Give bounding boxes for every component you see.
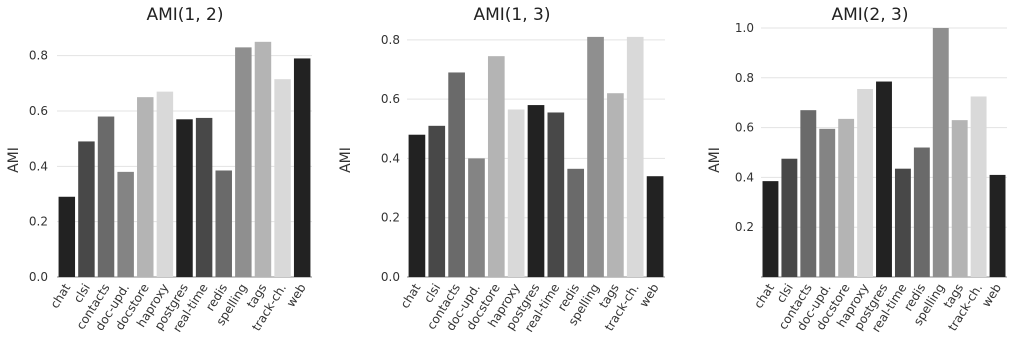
x-tick-label: web	[284, 281, 309, 309]
y-axis-label: AMI	[338, 147, 354, 173]
y-tick-labels: 0.0 0.2 0.4 0.6 0.8	[381, 33, 400, 284]
bars	[408, 36, 664, 278]
y-tick-label: 0.8	[381, 33, 400, 47]
x-tick-labels: chatclsicontactsdoc-upd.docstorehaproxyp…	[398, 281, 662, 335]
chart-panel-ami-1-2: AMI(1, 2) AMI 0.0 0.2 0.4 0.6 0.8 chatclsicon…	[6, 5, 312, 335]
bar-tags	[607, 93, 624, 277]
bar-real-time	[547, 112, 565, 277]
y-tick-label: 0.2	[29, 215, 48, 229]
y-axis-label: AMI	[707, 147, 723, 173]
bar-doc-upd	[468, 158, 485, 277]
bar-track-ch	[970, 96, 987, 277]
bar-real-time	[894, 168, 911, 277]
y-tick-label: 0.4	[735, 170, 754, 184]
y-tick-label: 0.6	[29, 104, 48, 118]
chart-panel-ami-2-3: AMI(2, 3) AMI 0.2 0.4 0.6 0.8 1.0 chatclsicon…	[707, 5, 1007, 335]
bar-haproxy	[156, 91, 174, 277]
y-tick-label: 0.8	[735, 71, 754, 85]
bar-clsi	[781, 158, 798, 277]
y-tick-labels: 0.0 0.2 0.4 0.6 0.8	[29, 49, 48, 284]
chart-panel-ami-1-3: AMI(1, 3) AMI 0.0 0.2 0.4 0.6 0.8 chatclsicon…	[338, 5, 665, 335]
chart-title: AMI(2, 3)	[831, 5, 908, 25]
x-tick-label: chat	[48, 281, 74, 311]
bar-redis	[913, 147, 930, 277]
bar-tags	[951, 120, 968, 277]
y-tick-label: 0.0	[381, 270, 400, 284]
chart-title: AMI(1, 3)	[473, 5, 550, 25]
y-tick-label: 1.0	[735, 21, 754, 35]
bar-doc-upd	[819, 128, 836, 277]
bar-haproxy	[857, 89, 874, 277]
y-tick-label: 0.8	[29, 49, 48, 63]
y-axis-label: AMI	[6, 147, 22, 173]
bar-web	[293, 58, 311, 277]
y-tick-label: 0.2	[735, 220, 754, 234]
y-tick-label: 0.4	[381, 151, 400, 165]
y-tick-label: 0.2	[381, 211, 400, 225]
chart-title: AMI(1, 2)	[146, 5, 223, 25]
bar-docstore	[487, 56, 505, 278]
bar-docstore	[137, 97, 154, 278]
bar-web	[646, 176, 664, 277]
bar-postgres	[876, 81, 892, 277]
bar-chat	[762, 181, 779, 277]
bar-chat	[58, 196, 76, 277]
bar-postgres	[527, 105, 545, 277]
y-tick-label: 0.6	[381, 92, 400, 106]
x-tick-label: web	[979, 281, 1004, 309]
y-tick-label: 0.0	[29, 270, 48, 284]
bar-spelling	[932, 28, 949, 277]
bar-redis	[567, 168, 585, 277]
bar-spelling	[587, 36, 604, 278]
bar-contacts	[448, 72, 465, 277]
bar-clsi	[428, 125, 446, 277]
x-tick-labels: chatclsicontactsdoc-upd.docstorehaproxyp…	[48, 281, 309, 335]
bar-tags	[254, 41, 272, 278]
bar-track-ch	[626, 36, 644, 278]
bar-real-time	[195, 117, 213, 278]
bar-web	[989, 174, 1006, 277]
y-tick-label: 0.4	[29, 159, 48, 173]
bar-spelling	[235, 47, 252, 277]
bar-docstore	[838, 118, 855, 277]
bar-postgres	[176, 119, 193, 277]
bars	[58, 41, 311, 278]
y-tick-labels: 0.2 0.4 0.6 0.8 1.0	[735, 21, 754, 234]
bar-track-ch	[274, 79, 291, 277]
bar-chat	[408, 134, 426, 277]
bars	[762, 28, 1006, 277]
x-tick-label: web	[637, 281, 662, 309]
bar-doc-upd	[117, 171, 134, 277]
bar-contacts	[97, 116, 115, 278]
bar-haproxy	[507, 109, 525, 278]
x-tick-labels: chatclsicontactsdoc-upd.docstorehaproxyp…	[751, 281, 1004, 335]
y-tick-label: 0.6	[735, 121, 754, 135]
bar-clsi	[78, 141, 95, 277]
bar-contacts	[800, 110, 817, 277]
x-tick-label: chat	[751, 281, 777, 311]
bar-redis	[215, 170, 232, 277]
x-tick-label: chat	[398, 281, 424, 311]
